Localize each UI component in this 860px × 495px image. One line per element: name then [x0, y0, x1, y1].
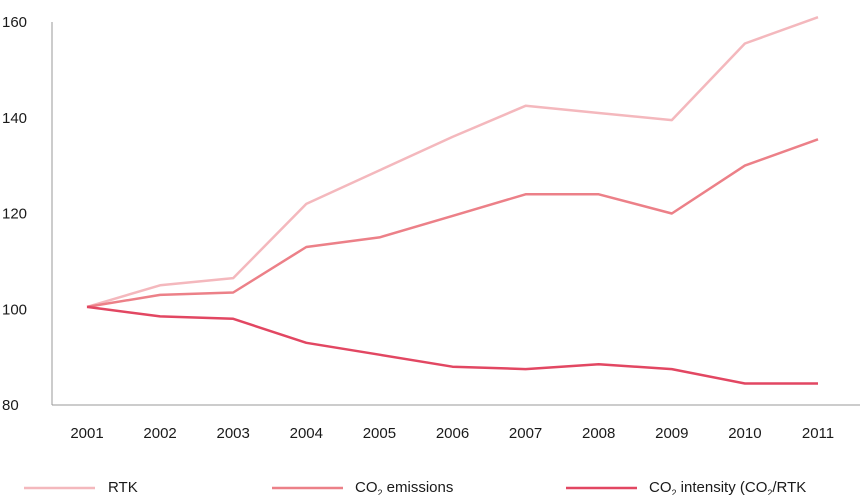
x-tick-label-2005: 2005	[363, 425, 396, 442]
x-tick-label-2011: 2011	[802, 425, 834, 442]
x-tick-label-2009: 2009	[655, 425, 688, 442]
y-tick-label-160: 160	[2, 14, 27, 31]
x-tick-label-2004: 2004	[290, 425, 323, 442]
series-line-co2-emissions	[86, 138, 819, 309]
y-tick-labels: 80 100 120 140 160	[2, 14, 27, 414]
legend-label-co2-emissions: CO2 emissions	[355, 479, 453, 495]
series-line-rtk	[86, 16, 819, 309]
legend-label-co2-intensity: CO2 intensity (CO2/RTK	[649, 479, 806, 495]
x-tick-label-2006: 2006	[436, 425, 469, 442]
legend-item-co2-intensity: CO2 intensity (CO2/RTK	[566, 479, 806, 495]
x-tick-label-2010: 2010	[728, 425, 761, 442]
x-tick-label-2003: 2003	[217, 425, 250, 442]
legend-item-rtk: RTK	[24, 479, 138, 495]
series-line-co2-intensity	[86, 305, 818, 385]
series-lines	[86, 16, 819, 385]
x-tick-label-2008: 2008	[582, 425, 615, 442]
legend-item-co2-emissions: CO2 emissions	[272, 479, 453, 495]
y-tick-label-140: 140	[2, 110, 27, 127]
y-tick-label-120: 120	[2, 206, 27, 223]
x-tick-labels: 2001 2002 2003 2004 2005 2006 2007 2008 2009 2010…	[70, 425, 834, 442]
x-tick-label-2001: 2001	[70, 425, 103, 442]
legend-label-rtk: RTK	[108, 479, 138, 495]
y-tick-label-80: 80	[2, 397, 19, 414]
x-tick-label-2007: 2007	[509, 425, 542, 442]
y-tick-label-100: 100	[2, 301, 27, 318]
x-tick-label-2002: 2002	[143, 425, 176, 442]
legend: RTK CO2 emissions CO2 intensity (CO2/RTK	[24, 479, 806, 495]
